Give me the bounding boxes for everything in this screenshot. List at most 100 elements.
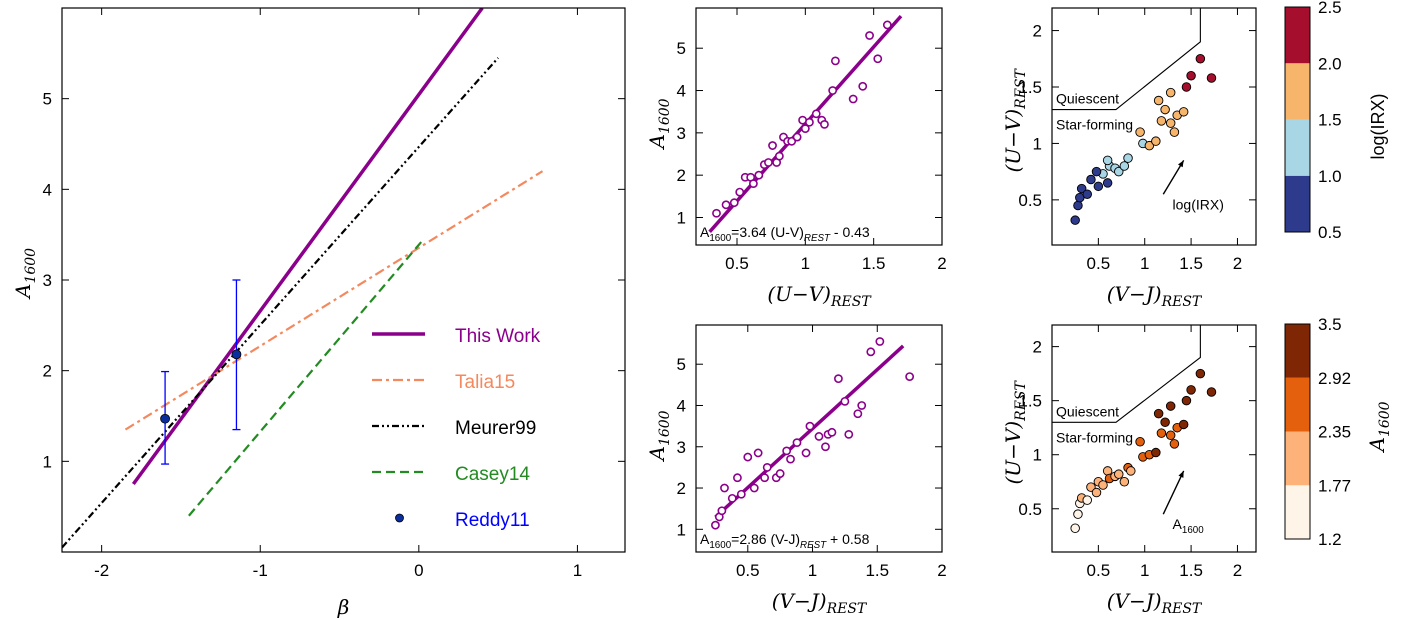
plot-frame: [1051, 324, 1257, 553]
data-point: [729, 198, 739, 208]
colorbar-segment: [1285, 377, 1310, 432]
fit-equation-part: 1600: [709, 233, 731, 244]
this-work-line: [131, 8, 484, 486]
data-point: [721, 200, 731, 210]
talia15-line: [124, 170, 544, 431]
data-point: [762, 462, 772, 472]
legend: This Work Talia15 Meurer99 Casey14 Reddy11: [372, 326, 541, 531]
data-point: [857, 401, 867, 410]
data-point: [1160, 104, 1170, 115]
data-point: [831, 56, 840, 66]
y-tick-label: 1.5: [1018, 392, 1042, 411]
plot-frame: [1051, 7, 1257, 246]
data-point: [749, 179, 758, 189]
data-point: [1178, 107, 1189, 117]
data-point: [764, 158, 773, 167]
data-point: [1119, 161, 1130, 171]
x-tick-label: 2: [937, 561, 946, 580]
data-point: [821, 442, 830, 452]
colorbar-tick-label: 3.5: [1318, 315, 1342, 334]
data-point: [844, 429, 854, 439]
quiescent-label: Quiescent: [1056, 403, 1119, 419]
colorbar-tick-label: 1.77: [1318, 476, 1351, 495]
legend-label: This Work: [455, 326, 541, 347]
data-point: [1082, 189, 1092, 199]
x-tick-label: 0.5: [1087, 561, 1111, 580]
data-point: [875, 337, 885, 346]
x-tick-label: 2: [937, 254, 946, 273]
quiescent-boundary: [1052, 8, 1201, 111]
data-point: [1186, 70, 1196, 81]
y-axis-label: (U−V)REST: [1001, 67, 1029, 172]
data-point: [858, 81, 868, 91]
data-point: [1114, 166, 1124, 177]
data-point: [1165, 87, 1176, 98]
x-tick-label: 0.5: [736, 561, 760, 580]
fit-line: [714, 344, 905, 519]
data-point: [1073, 509, 1083, 519]
data-point: [1156, 116, 1167, 126]
direction-arrow: [1162, 470, 1185, 515]
fit-equation-part: - 0.43: [830, 224, 870, 240]
data-point: [1070, 215, 1080, 225]
colorbar-tick-label: 1.5: [1318, 111, 1342, 130]
y-axis-label-main: (U−V): [1001, 421, 1025, 485]
data-point: [786, 454, 795, 464]
data-point: [905, 372, 915, 381]
casey14-line: [188, 238, 425, 517]
y-axis-label-sub: 1600: [657, 98, 673, 134]
y-axis-label-main: (U−V): [1001, 109, 1025, 173]
fit-equation-part: REST: [800, 540, 827, 551]
y-tick-label: 1: [677, 208, 686, 227]
fit-equation-part: REST: [804, 233, 831, 244]
legend-label: Casey14: [455, 464, 530, 485]
plot-frame: [61, 7, 626, 553]
data-point: [882, 20, 892, 30]
data-point: [736, 489, 746, 499]
x-axis-label-main: (V−J): [772, 589, 827, 613]
reddy11-point: [231, 349, 242, 360]
fit-equation-part: =2.86 (V-J): [731, 531, 800, 547]
y-tick-label: 2: [1033, 22, 1042, 41]
data-point: [1091, 487, 1102, 498]
y-axis-label-main: A: [645, 446, 669, 462]
colorbar-segment: [1285, 324, 1310, 378]
data-point: [811, 109, 821, 119]
data-point: [1144, 140, 1155, 151]
data-point: [1123, 153, 1133, 163]
y-tick-label: 5: [677, 39, 686, 58]
data-point: [717, 506, 727, 516]
data-point: [1195, 54, 1206, 64]
data-point: [828, 86, 838, 95]
star-forming-label: Star-forming: [1056, 429, 1133, 445]
y-tick-label: 1: [1033, 134, 1042, 153]
y-tick-label: 3: [43, 271, 52, 290]
x-tick-label: 0: [414, 561, 423, 580]
fit-equation-part: A: [700, 224, 710, 240]
data-point: [853, 409, 863, 419]
data-point: [1181, 82, 1192, 92]
x-axis-label: (V−J)REST: [1107, 589, 1203, 617]
data-point: [711, 520, 720, 530]
y-tick-label: 1: [1033, 446, 1042, 465]
colorbar-tick-label: 2.92: [1318, 369, 1351, 388]
y-tick-label: 2: [1033, 338, 1042, 357]
data-point: [800, 124, 810, 134]
y-tick-label: 2: [677, 479, 686, 498]
y-tick-label: 1: [43, 452, 52, 471]
data-point: [1153, 408, 1164, 419]
x-tick-label: 1: [808, 561, 817, 580]
data-point: [749, 483, 759, 493]
data-point: [1195, 368, 1206, 379]
data-point: [1093, 181, 1104, 192]
data-point: [805, 421, 815, 431]
arrow-label: A1600: [1173, 516, 1205, 536]
y-tick-label: 4: [43, 180, 52, 199]
data-point: [743, 452, 753, 462]
data-point: [1119, 476, 1130, 487]
x-axis-label-main: (V−J): [1107, 589, 1162, 613]
data-point: [1135, 436, 1145, 447]
fit-equation-part: + 0.58: [826, 531, 869, 547]
